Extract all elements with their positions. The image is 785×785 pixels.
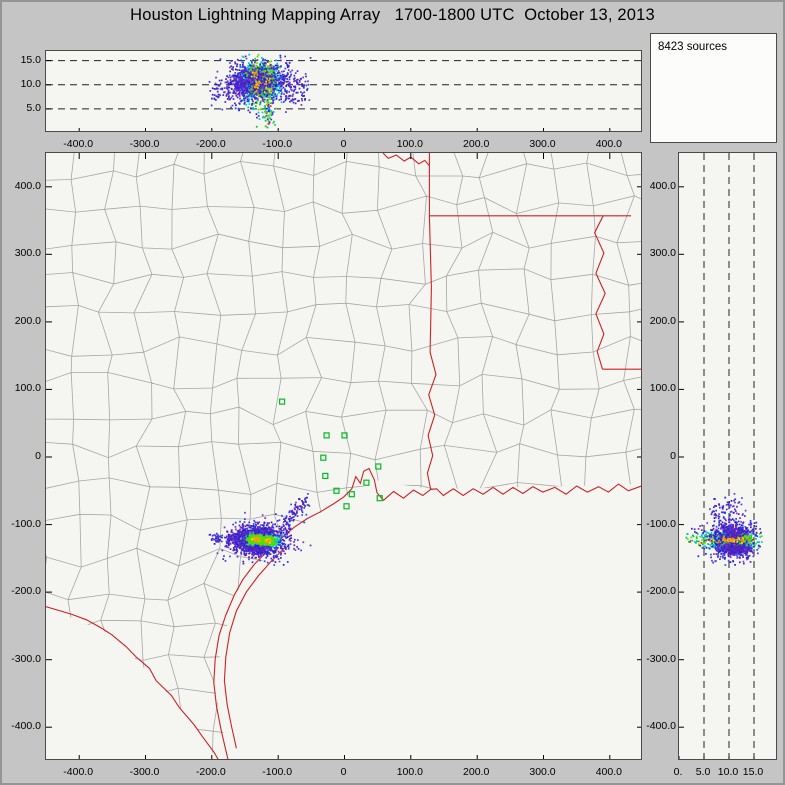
tick-label: -400.0: [646, 720, 676, 733]
tick-label: 300.0: [649, 247, 676, 260]
lma-station-marker: [341, 432, 348, 439]
tick-label: 0: [340, 766, 347, 778]
lightning-sources-plan: [208, 498, 306, 564]
tick-label: -200.0: [646, 585, 676, 598]
tick-label: -100.0: [262, 766, 293, 778]
border-gulf-coast: [213, 467, 641, 759]
figure-title: Houston Lightning Mapping Array 1700-180…: [130, 6, 655, 24]
source-count-panel: 8423 sources: [650, 33, 777, 143]
tick-label: 400.0: [595, 138, 622, 150]
tick-label: -100.0: [646, 517, 676, 530]
tick-label: -300.0: [129, 138, 160, 150]
lma-station-marker: [322, 472, 329, 479]
border-red-river: [382, 153, 430, 167]
tick-label: 0: [35, 450, 41, 462]
plan-view-map-svg: [46, 153, 641, 759]
lightning-sources-altitude-ew: [251, 62, 271, 103]
tick-label: -300.0: [11, 652, 41, 665]
lightning-sources-plan: [243, 532, 281, 548]
lma-station-marker: [375, 463, 382, 470]
lma-station-marker: [343, 503, 350, 510]
tick-label: -300.0: [646, 652, 676, 665]
plan-view-map-panel: [45, 152, 642, 760]
lma-station-marker: [363, 479, 370, 486]
tick-label: -200.0: [195, 138, 226, 150]
tick-label: 200.0: [14, 314, 41, 327]
tick-label: -400.0: [11, 720, 41, 733]
tick-label: 100.0: [396, 766, 423, 778]
tick-label: 400.0: [649, 179, 676, 192]
tick-label: 10.0: [20, 77, 41, 90]
tick-label: -300.0: [129, 766, 160, 778]
altitude-vs-easting-svg: [46, 53, 641, 131]
tick-label: 300.0: [14, 247, 41, 260]
lightning-sources-altitude-ew: [253, 65, 273, 106]
border-barrier-island: [223, 545, 287, 749]
tick-label: 100.0: [396, 138, 423, 150]
tick-label: 5.0: [26, 101, 41, 114]
lightning-sources-altitude-ns: [697, 493, 759, 563]
lightning-sources-altitude-ns: [709, 536, 751, 544]
lma-station-marker: [333, 487, 340, 494]
lightning-sources-plan: [211, 496, 308, 566]
altitude-vs-northing-svg: [679, 153, 763, 759]
tick-label: 0: [340, 138, 347, 150]
tick-label: 300.0: [529, 138, 556, 150]
tick-label: 300.0: [529, 766, 556, 778]
border-rio-grande: [46, 606, 219, 759]
tick-label: 200.0: [463, 766, 490, 778]
tick-label: -200.0: [195, 766, 226, 778]
tick-label: -400.0: [63, 766, 94, 778]
lightning-sources-altitude-ew: [210, 55, 312, 121]
tick-label: -100.0: [11, 517, 41, 530]
tick-label: 200.0: [649, 314, 676, 327]
tick-label: 400.0: [14, 179, 41, 192]
tick-label: 100.0: [14, 382, 41, 395]
tick-label: 100.0: [649, 382, 676, 395]
lma-station-marker: [376, 495, 383, 502]
lma-station-marker: [279, 398, 286, 405]
tick-label: 10.0: [717, 766, 739, 778]
tick-label: -100.0: [262, 138, 293, 150]
source-count-label: 8423 sources: [658, 41, 728, 53]
border-mississippi-river: [593, 215, 606, 370]
lma-station-marker: [320, 454, 327, 461]
tick-label: 200.0: [463, 138, 490, 150]
lightning-sources-altitude-ew: [214, 57, 311, 117]
lightning-sources-altitude-ns: [693, 499, 761, 565]
altitude-vs-easting-panel: [45, 50, 642, 132]
lightning-sources-plan: [210, 499, 312, 565]
tick-label: 15.0: [20, 53, 41, 66]
tick-label: -200.0: [11, 585, 41, 598]
lightning-sources-altitude-ew: [211, 54, 308, 115]
county-boundaries-layer: [46, 153, 641, 759]
altitude-vs-northing-panel: [678, 152, 777, 760]
tick-label: 15.0: [742, 766, 764, 778]
lma-station-marker: [323, 432, 330, 439]
lma-station-marker: [348, 491, 355, 498]
lightning-sources-plan: [253, 536, 273, 544]
border-texas-louisiana-sabine: [426, 215, 437, 490]
tick-label: 400.0: [595, 766, 622, 778]
tick-label: 5.0: [695, 766, 711, 778]
tick-label: -400.0: [63, 138, 94, 150]
tick-label: 0.: [673, 766, 683, 778]
tick-label: 0: [670, 450, 676, 462]
